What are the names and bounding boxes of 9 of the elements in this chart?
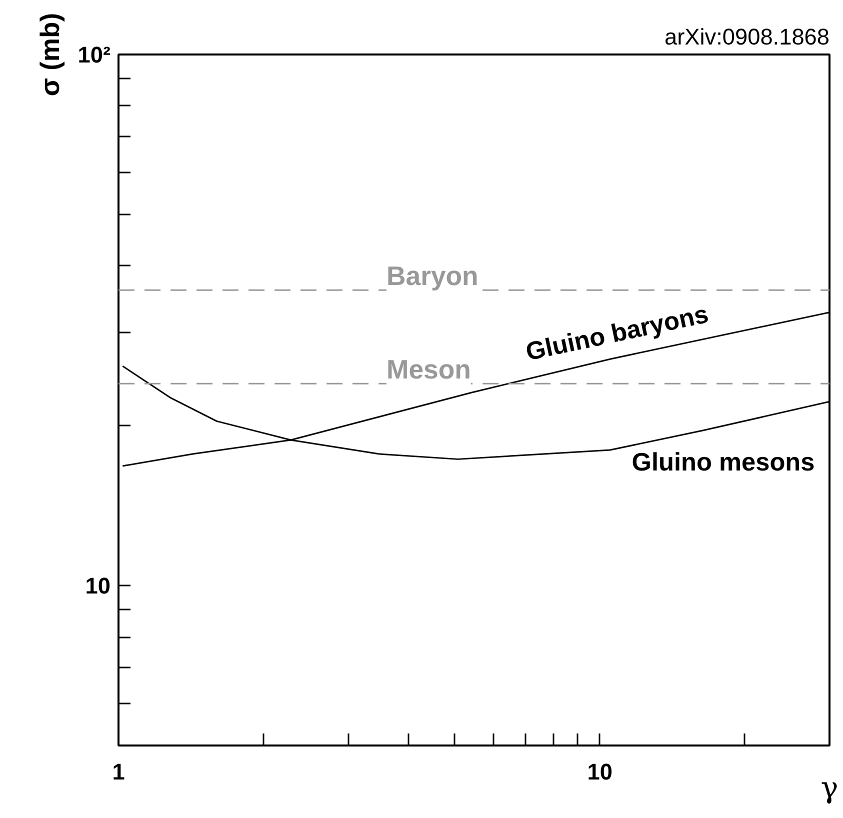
text: arXiv:0908.1868 bbox=[664, 24, 830, 50]
x-axis-title: γ bbox=[820, 770, 838, 804]
y-tick-label: 10² bbox=[78, 42, 111, 68]
x-tick-label: 1 bbox=[112, 758, 125, 784]
ref-line-label: Baryon bbox=[386, 261, 478, 292]
y-axis-title: σ (mb) bbox=[34, 12, 65, 96]
text: Gluino baryons bbox=[523, 300, 711, 366]
series-label: Gluino mesons bbox=[632, 448, 815, 476]
ref-line-label: Meson bbox=[386, 354, 471, 385]
